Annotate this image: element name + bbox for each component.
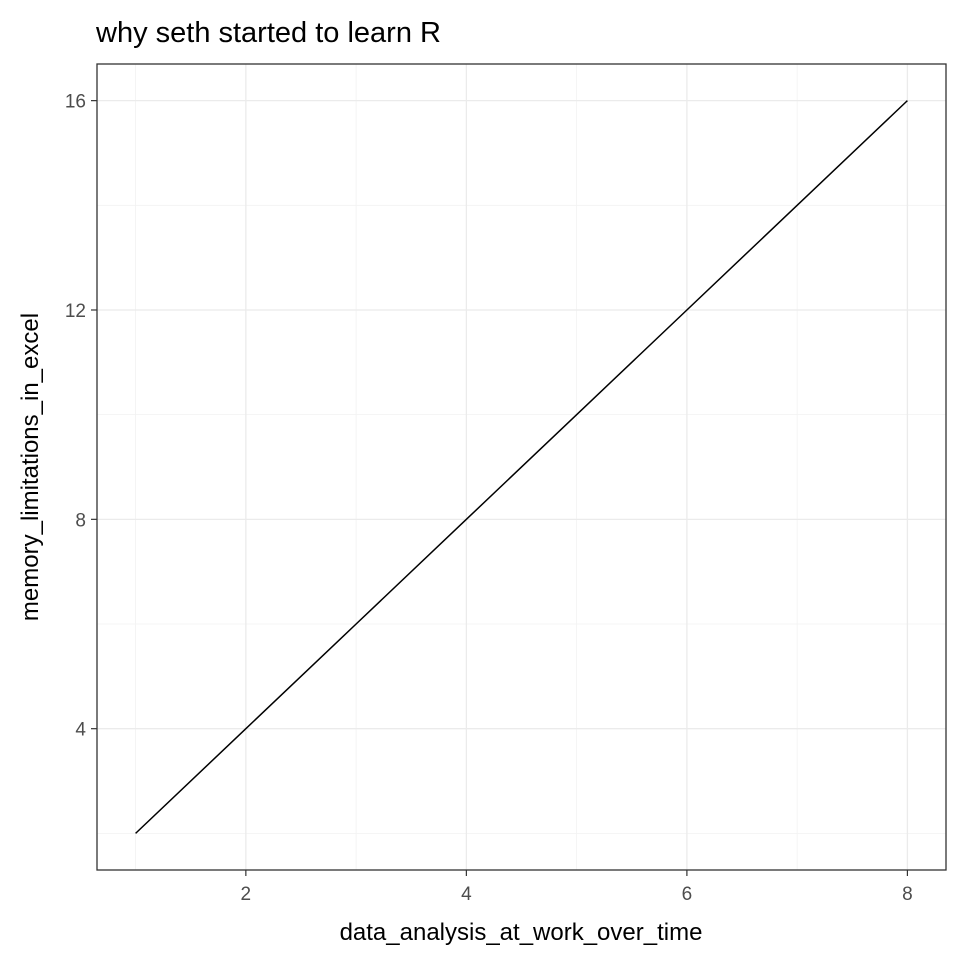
y-tick-label: 12 xyxy=(65,301,86,322)
series-line xyxy=(135,100,908,834)
x-tick-label: 2 xyxy=(241,884,252,905)
major-gridlines xyxy=(97,64,946,870)
series-layer xyxy=(135,100,908,834)
x-tick-label: 4 xyxy=(461,884,472,905)
y-axis-title: memory_limitations_in_excel xyxy=(17,313,44,621)
x-tick-label: 8 xyxy=(902,884,913,905)
minor-gridlines xyxy=(97,64,946,870)
chart-title: why seth started to learn R xyxy=(95,17,441,49)
x-tick-label: 6 xyxy=(682,884,693,905)
y-tick-label: 4 xyxy=(75,720,86,741)
y-tick-label: 16 xyxy=(65,92,86,113)
x-axis: 2 4 6 8 xyxy=(241,870,913,905)
x-axis-title: data_analysis_at_work_over_time xyxy=(340,919,703,946)
panel-border xyxy=(96,63,947,871)
y-tick-label: 8 xyxy=(75,510,86,531)
y-axis: 4 8 12 16 xyxy=(65,92,97,741)
